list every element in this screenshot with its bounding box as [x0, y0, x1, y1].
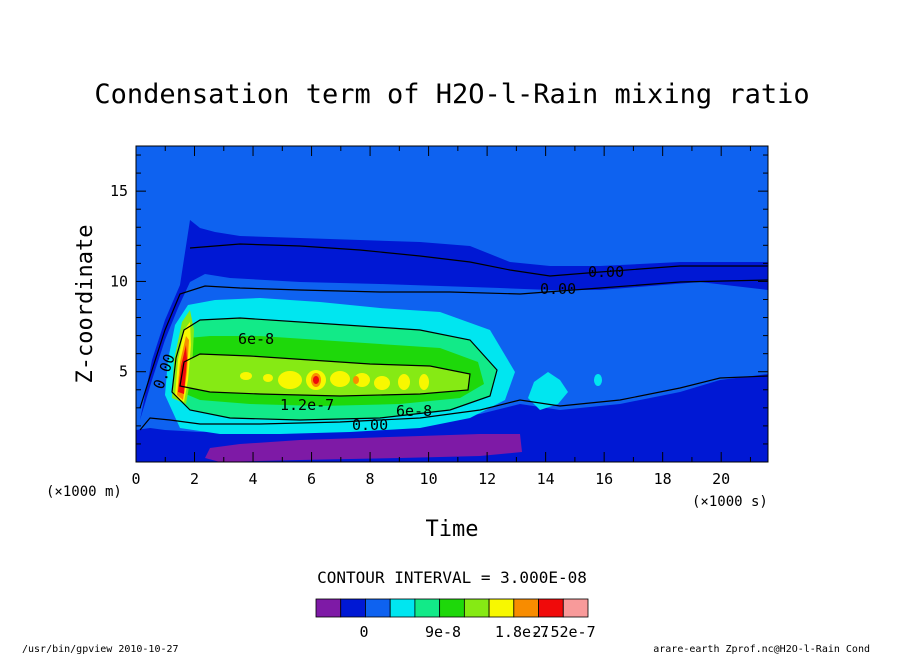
x-tick-label: 0	[131, 470, 140, 488]
contour-label-group: 0.00 0.00 0.00 0.00 6e-8 6e-8 1.2e-7	[150, 263, 624, 434]
colorbar-label: 9e-8	[425, 623, 461, 641]
colorbar-swatch	[389, 598, 416, 618]
colorbar-swatch	[538, 598, 564, 618]
plot-frame	[135, 145, 769, 463]
chart-title: Condensation term of H2O-l-Rain mixing r…	[94, 79, 809, 110]
x-tick-label: 16	[595, 470, 613, 488]
axis-ticks: 0 2 4 6 8 10 12 14 16 18 20 5 10 15	[110, 146, 768, 488]
y-tick-label: 15	[110, 182, 128, 200]
footer-left: /usr/bin/gpview 2010-10-27	[22, 644, 179, 654]
colorbar-swatch	[340, 598, 366, 618]
colorbar-label: 1.8e-7	[495, 623, 549, 641]
colorbar-swatch	[463, 598, 490, 618]
x-tick-label: 18	[654, 470, 672, 488]
colorbar-labels: 0 9e-8 1.8e-7 2.52e-7	[359, 623, 595, 641]
x-axis-label: Time	[426, 517, 479, 542]
colorbar-swatch	[439, 598, 465, 618]
x-tick-label: 14	[537, 470, 555, 488]
colorbar-swatch	[488, 598, 515, 618]
plot-area: 0.00 0.00 0.00 0.00 6e-8 6e-8 1.2e-7	[135, 145, 769, 463]
x-tick-label: 2	[190, 470, 199, 488]
x-tick-label: 8	[366, 470, 375, 488]
colorbar-swatch	[562, 598, 589, 618]
yellowgreen-region	[180, 354, 470, 396]
purple-layer	[205, 434, 522, 462]
y-tick-label: 10	[110, 272, 128, 290]
y-unit-label: (×1000 m)	[46, 484, 122, 500]
cyan-patches	[528, 372, 602, 410]
contour-label: 0.00	[540, 280, 576, 298]
x-unit-label: (×1000 s)	[692, 494, 768, 510]
colorbar-swatch	[414, 598, 441, 618]
contour-label: 6e-8	[238, 330, 274, 348]
colorbar	[315, 598, 589, 618]
contour-lines	[139, 243, 769, 431]
x-tick-label: 12	[478, 470, 496, 488]
intense-cells	[311, 373, 359, 387]
colorbar-swatch	[513, 598, 539, 618]
contour-label: 0.00	[588, 263, 624, 281]
cloud-top-band	[140, 220, 768, 420]
y-tick-label: 5	[119, 363, 128, 381]
colorbar-swatch	[315, 598, 342, 618]
colorbar-label: 0	[359, 623, 368, 641]
colorbar-label: 2.52e-7	[532, 623, 595, 641]
x-tick-label: 20	[712, 470, 730, 488]
yellow-cells	[240, 370, 429, 390]
contour-label: 6e-8	[396, 402, 432, 420]
contour-interval: CONTOUR INTERVAL = 3.000E-08	[317, 568, 587, 587]
x-tick-label: 10	[420, 470, 438, 488]
contour-label: 1.2e-7	[280, 396, 334, 414]
x-tick-label: 4	[249, 470, 258, 488]
y-axis-label: Z-coordinate	[73, 225, 98, 384]
footer-right: arare-earth_Zprof.nc@H2O-l-Rain_Cond	[653, 644, 870, 654]
colorbar-swatch	[365, 598, 391, 618]
contour-label: 0.00	[352, 416, 388, 434]
x-tick-label: 6	[307, 470, 316, 488]
